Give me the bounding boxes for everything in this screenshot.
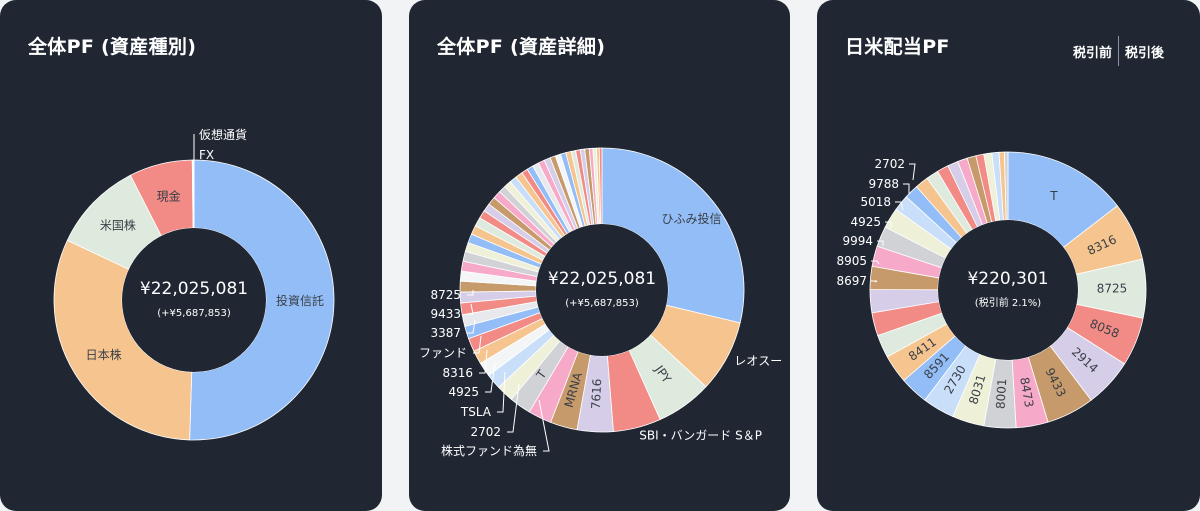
leader-line (467, 290, 474, 296)
asset-detail-card: 全体PF (資産詳細) ひふみ投信 レオスー JPY SBI・バンガード S＆P 761… (409, 0, 790, 511)
external-label: 8316 (442, 366, 473, 380)
external-label: 8905 (836, 254, 867, 268)
external-label: ファンド (419, 346, 467, 360)
leader-line (497, 371, 506, 413)
external-label: 9788 (868, 177, 899, 191)
slice-label: 日本株 (86, 347, 122, 362)
slice-仮想通貨[interactable] (192, 159, 195, 229)
total-change: (+¥5,687,853) (157, 308, 231, 319)
dividend-donut-chart: T831687258058291494338473800180312730859… (836, 151, 1147, 429)
total-change: (税引前 2.1%) (975, 296, 1041, 309)
leader-line (467, 319, 476, 334)
slice-label: 8001 (994, 378, 1010, 409)
slices (53, 159, 335, 441)
leader-line (871, 280, 878, 283)
external-label: 2702 (874, 157, 905, 171)
total-value: ¥22,025,081 (548, 269, 656, 289)
donut-hole (122, 228, 266, 372)
card-title: 全体PF (資産詳細) (437, 36, 606, 58)
leader-line (507, 383, 520, 433)
slice-label: 米国株 (100, 218, 136, 233)
external-label: 8697 (836, 274, 867, 288)
slice-label: 投資信託 (276, 293, 324, 308)
leader-line (877, 240, 884, 246)
donut-hole (536, 224, 668, 356)
slices (869, 151, 1147, 429)
slice-label: 7616 (589, 378, 604, 409)
external-label: 5018 (860, 195, 891, 209)
slice-label: 8725 (1097, 281, 1128, 295)
before-tax-button[interactable]: 税引前 (1072, 45, 1112, 61)
slice-outer-label: 仮想通貨 (199, 127, 247, 142)
external-label: 9433 (430, 307, 461, 321)
slice-outer-label: FX (199, 148, 214, 162)
donut-hole (938, 220, 1078, 360)
slice-label: 8473 (1017, 376, 1036, 409)
slice-label: 現金 (157, 189, 181, 204)
leader-line (895, 201, 904, 211)
external-label: 4925 (850, 215, 881, 229)
card-title: 全体PF (資産種別) (28, 36, 197, 58)
leader-line (903, 183, 910, 194)
external-label: 3387 (430, 326, 461, 340)
toggle-divider (1117, 36, 1119, 66)
after-tax-button[interactable]: 税引後 (1124, 45, 1164, 61)
tax-toggle: 税引前 税引後 (1067, 36, 1170, 66)
total-change: (+¥5,687,853) (565, 298, 639, 309)
leader-line (885, 221, 892, 228)
leader-line (538, 399, 550, 452)
leader-line (479, 349, 488, 374)
slices (459, 147, 745, 433)
leader-line (467, 303, 474, 315)
external-label: TSLA (460, 405, 492, 419)
total-value: ¥22,025,081 (140, 279, 248, 299)
card-title: 日米配当PF (845, 36, 950, 58)
leader-line (473, 335, 482, 354)
slice-label: ひふみ投信 (661, 211, 721, 226)
external-label: 株式ファンド為無 (441, 443, 537, 458)
external-label: 8725 (430, 288, 461, 302)
slice-outer-label: SBI・バンガード S＆P (639, 428, 762, 442)
total-value: ¥220,301 (967, 269, 1048, 289)
leader-line (485, 361, 496, 393)
slice-outer-label: レオスー (734, 354, 782, 368)
leader-line (871, 260, 880, 265)
dividend-card: 日米配当PF 税引前 税引後 T 8316 8725 8058 2914 9433 8473… (817, 0, 1200, 511)
asset-type-card: 全体PF (資産種別) 投資信託日本株 米国株 現金 ¥22,025,081 (+¥5,… (0, 0, 382, 511)
leader-line (909, 163, 916, 181)
external-label: 4925 (448, 385, 479, 399)
external-label: 9994 (842, 234, 873, 248)
external-label: 2702 (470, 425, 501, 439)
slice-label: T (1049, 189, 1058, 203)
